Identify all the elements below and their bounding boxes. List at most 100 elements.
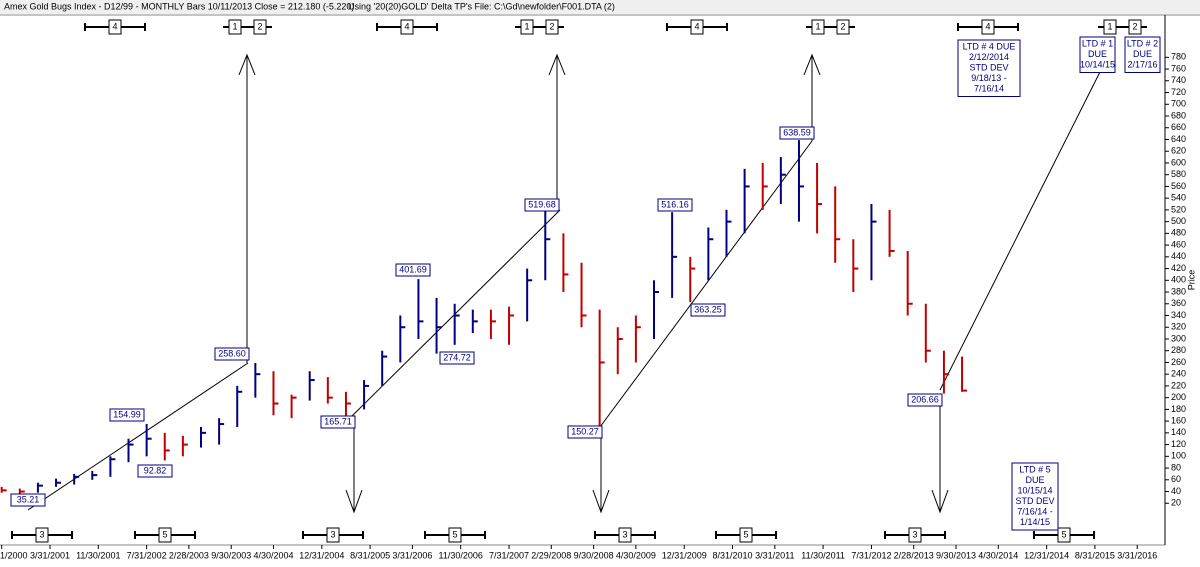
- annotation: 154.99: [113, 409, 141, 419]
- note-line: DUE: [1025, 475, 1044, 485]
- marker-label: 5: [452, 529, 457, 539]
- annotation-box: [395, 263, 431, 277]
- x-tick-label: 7/31/2012: [851, 550, 891, 560]
- y-tick-label: 420: [1171, 263, 1186, 273]
- marker-label: 2: [257, 21, 262, 31]
- marker-label: 2: [1132, 21, 1137, 31]
- marker-label: 4: [112, 21, 117, 31]
- marker-box: [1057, 527, 1071, 543]
- x-tick-label: 3/31/2011: [755, 550, 794, 560]
- marker-label: 1: [815, 21, 820, 31]
- y-tick-label: 360: [1171, 298, 1186, 308]
- marker-label: 3: [330, 529, 335, 539]
- note-box: [1011, 462, 1059, 531]
- y-tick-label: 140: [1171, 427, 1186, 437]
- annotation: 519.68: [528, 199, 556, 209]
- y-tick-label: 260: [1171, 357, 1186, 367]
- down-arrow: [345, 418, 363, 514]
- y-tick-label: 540: [1171, 193, 1186, 203]
- up-arrow: [548, 53, 566, 210]
- y-tick-label: 500: [1171, 216, 1186, 226]
- marker-label: 5: [743, 529, 748, 539]
- note-line: 7/16/14: [974, 83, 1004, 93]
- x-tick-label: 8/31/2010: [712, 550, 752, 560]
- annotation: 274.72: [443, 352, 471, 362]
- x-tick-label: 9/30/2008: [574, 550, 614, 560]
- marker-box: [35, 527, 49, 543]
- x-tick-label: 3/31/2016: [1117, 550, 1157, 560]
- x-tick-label: 2/28/2013: [894, 550, 934, 560]
- annotation-box: [907, 393, 943, 407]
- annotation-box: [439, 351, 475, 365]
- y-tick-label: 460: [1171, 239, 1186, 249]
- marker-label: 2: [549, 21, 554, 31]
- down-arrow: [592, 427, 610, 514]
- marker-label: 4: [985, 21, 990, 31]
- trend-line: [27, 362, 249, 511]
- marker-label: 5: [1061, 529, 1066, 539]
- trend-line: [939, 61, 1106, 391]
- note-line: 1/14/15: [1020, 517, 1050, 527]
- annotation: 401.69: [399, 264, 427, 274]
- x-tick-label: 8/31/2005: [350, 550, 390, 560]
- marker-box: [981, 19, 995, 35]
- y-tick-label: 320: [1171, 322, 1186, 332]
- x-tick-label: 1/2000: [0, 550, 28, 560]
- y-tick-label: 700: [1171, 99, 1186, 109]
- note-line: 2/12/2014: [969, 52, 1009, 62]
- x-tick-label: 3/31/2006: [392, 550, 432, 560]
- x-tick-label: 7/31/2007: [489, 550, 529, 560]
- x-tick-label: 11/30/2011: [801, 550, 845, 560]
- y-tick-label: 40: [1171, 486, 1181, 496]
- annotation-box: [657, 198, 693, 212]
- x-tick-label: 4/30/2014: [978, 550, 1018, 560]
- trend-line: [599, 140, 813, 428]
- annotation: 206.66: [911, 394, 939, 404]
- y-tick-label: 620: [1171, 146, 1186, 156]
- y-tick-label: 600: [1171, 157, 1186, 167]
- y-tick-label: 160: [1171, 415, 1186, 425]
- marker-label: 5: [162, 529, 167, 539]
- marker-box: [618, 527, 632, 543]
- marker-label: 3: [912, 529, 917, 539]
- y-tick-label: 440: [1171, 251, 1186, 261]
- note-box: [1124, 36, 1161, 73]
- y-tick-label: 760: [1171, 63, 1186, 73]
- header-info: Using '20(20)GOLD' Delta TP's File: C:\G…: [348, 1, 615, 11]
- y-tick-label: 780: [1171, 52, 1186, 62]
- note-line: DUE: [1133, 49, 1152, 59]
- y-tick-label: 580: [1171, 169, 1186, 179]
- x-tick-label: 12/31/2009: [662, 550, 707, 560]
- marker-box: [908, 527, 922, 543]
- marker-box: [545, 19, 559, 35]
- marker-box: [448, 527, 462, 543]
- note-line: STD DEV: [1015, 496, 1054, 506]
- x-tick-label: 3/31/2001: [30, 550, 70, 560]
- note-line: DUE: [1088, 49, 1107, 59]
- y-tick-label: 520: [1171, 204, 1186, 214]
- y-tick-label: 240: [1171, 369, 1186, 379]
- y-tick-label: 200: [1171, 392, 1186, 402]
- annotation: 516.16: [661, 199, 689, 209]
- marker-label: 3: [39, 529, 44, 539]
- x-tick-label: 12/31/2014: [1024, 550, 1069, 560]
- annotation-box: [109, 408, 145, 422]
- marker-label: 3: [622, 529, 627, 539]
- marker-box: [108, 19, 122, 35]
- annotation-box: [567, 425, 603, 439]
- annotation-box: [320, 415, 356, 429]
- x-tick-label: 2/29/2008: [531, 550, 571, 560]
- marker-box: [253, 19, 267, 35]
- marker-label: 1: [524, 21, 529, 31]
- annotation-box: [10, 493, 46, 507]
- annotation-box: [779, 126, 815, 140]
- annotation: 363.25: [694, 304, 722, 314]
- header-bar: [0, 0, 1200, 14]
- marker-label: 4: [694, 21, 699, 31]
- y-tick-label: 660: [1171, 122, 1186, 132]
- x-tick-label: 11/30/2006: [438, 550, 482, 560]
- marker-label: 4: [404, 21, 409, 31]
- marker-box: [811, 19, 825, 35]
- x-tick-label: 4/30/2009: [616, 550, 656, 560]
